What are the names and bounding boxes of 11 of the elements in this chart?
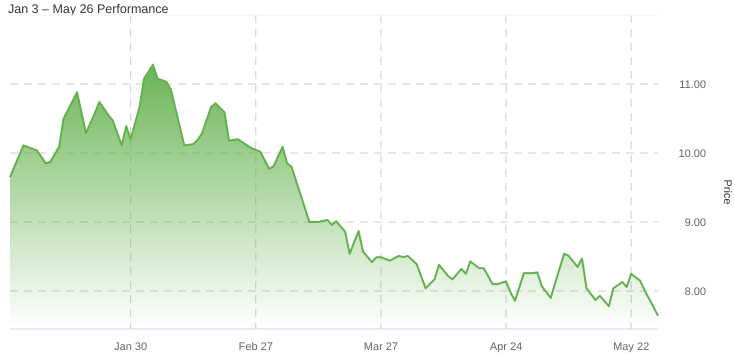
y-axis-title: Price — [721, 179, 733, 205]
y-tick-label: 11.00 — [679, 79, 706, 92]
y-tick-label: 9.00 — [684, 217, 706, 230]
y-tick-label: 8.00 — [684, 286, 706, 298]
x-tick-label: Apr 24 — [490, 341, 522, 353]
x-tick-label: Mar 27 — [364, 341, 398, 353]
x-tick-label: May 22 — [613, 341, 650, 353]
chart-title: Jan 3 – May 26 Performance — [8, 2, 169, 16]
x-tick-label: Feb 27 — [238, 341, 273, 353]
x-tick-label: Jan 30 — [114, 341, 148, 353]
y-tick-label: 10.00 — [678, 148, 706, 160]
